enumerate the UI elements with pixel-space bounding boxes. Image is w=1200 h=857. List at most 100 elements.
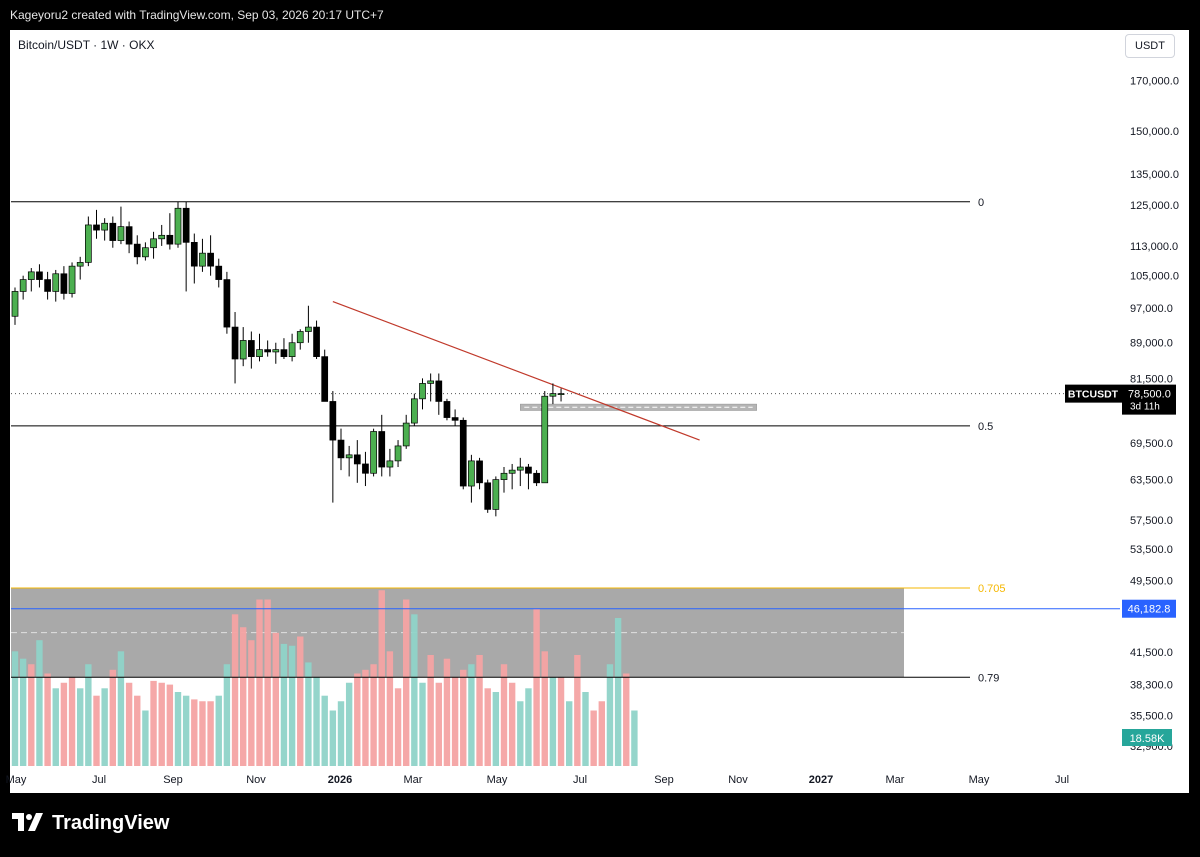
volume-bar <box>484 688 491 766</box>
candle-body <box>76 262 84 267</box>
volume-bar <box>606 664 614 766</box>
x-tick-label: Jul <box>1055 774 1069 786</box>
candle-body <box>516 466 524 471</box>
volume-bar <box>280 643 288 766</box>
candle-body <box>468 460 475 487</box>
candle-body <box>248 340 255 357</box>
volume-bar <box>378 590 385 766</box>
fib-level-label: 0.79 <box>978 672 999 684</box>
y-tick-label: 49,500.0 <box>1130 576 1173 588</box>
volume-bar <box>362 669 369 766</box>
candle-body <box>337 439 345 459</box>
volume-bar <box>541 651 548 766</box>
volume-bar <box>574 655 581 766</box>
candle-body <box>117 226 125 241</box>
candle-body <box>125 226 133 245</box>
volume-bar <box>427 655 434 766</box>
candle-body <box>68 265 76 294</box>
blue-level-value: 46,182.8 <box>1128 604 1171 616</box>
candle-body <box>272 349 280 353</box>
candle-body <box>362 463 369 474</box>
symbol-title[interactable]: Bitcoin/USDT · 1W · OKX <box>18 38 155 52</box>
volume-bar <box>109 669 116 766</box>
currency-button[interactable]: USDT <box>1125 34 1175 58</box>
volume-bar <box>134 695 141 766</box>
candle-body <box>394 445 402 462</box>
x-tick-label: Nov <box>728 774 748 786</box>
volume-bar <box>403 599 410 766</box>
volume-bar <box>85 664 92 766</box>
x-tick-label: Nov <box>246 774 266 786</box>
volume-bar <box>150 680 157 766</box>
volume-bar <box>166 684 174 766</box>
y-tick-label: 41,500.0 <box>1130 647 1173 659</box>
y-tick-label: 150,000.0 <box>1130 126 1179 138</box>
x-tick-label: Jul <box>92 774 106 786</box>
volume-bar <box>329 710 337 766</box>
volume-bar <box>517 701 524 766</box>
volume-bar <box>566 701 573 766</box>
candle-body <box>541 395 549 484</box>
x-tick-label: Jul <box>573 774 587 786</box>
candle-body <box>353 454 361 465</box>
candle-body <box>402 422 410 447</box>
volume-bar <box>476 655 483 766</box>
x-tick-label: 2026 <box>328 774 352 786</box>
candle-body <box>133 243 141 258</box>
candle-body <box>329 401 337 441</box>
candle-body <box>345 454 353 459</box>
fib-level-label: 0.5 <box>978 421 993 433</box>
candle-body <box>182 207 190 243</box>
volume-bar <box>77 688 84 766</box>
volume-bar <box>525 688 532 766</box>
y-tick-label: 63,500.0 <box>1130 475 1173 487</box>
volume-bar <box>337 701 345 766</box>
volume-tag <box>1122 729 1172 746</box>
candle-body <box>451 417 459 421</box>
candle-body <box>109 222 117 241</box>
x-tick-label: Sep <box>654 774 674 786</box>
candle-body <box>44 279 51 292</box>
candle-body <box>231 326 239 360</box>
candle-body <box>239 340 247 360</box>
volume-bar <box>36 640 43 766</box>
volume-bar <box>231 614 239 766</box>
volume-bar <box>451 677 459 766</box>
volume-bar <box>44 673 51 766</box>
candle-body <box>484 482 492 510</box>
volume-bar <box>101 688 108 766</box>
volume-bar <box>443 658 451 766</box>
y-tick-label: 113,000.0 <box>1130 241 1178 253</box>
volume-bar <box>191 699 198 766</box>
volume-bar <box>386 651 394 766</box>
brand-name: TradingView <box>52 812 170 834</box>
volume-bar <box>305 662 312 766</box>
candle-body <box>166 234 174 245</box>
candle-body <box>36 271 43 280</box>
volume-bar <box>158 682 165 766</box>
candle-body <box>459 419 467 487</box>
volume-bar <box>199 701 206 766</box>
x-tick-label: May <box>969 774 990 786</box>
volume-bar <box>288 645 296 766</box>
volume-bar <box>590 710 597 766</box>
volume-bar <box>468 664 475 766</box>
candle-body <box>492 479 500 510</box>
candle-body <box>256 349 263 357</box>
fib-level-label: 0 <box>978 197 984 209</box>
y-tick-label: 57,500.0 <box>1130 515 1173 527</box>
brand-logo[interactable]: TradingView <box>12 812 169 835</box>
y-tick-label: 97,000.0 <box>1130 303 1173 315</box>
volume-bar <box>19 658 27 766</box>
x-tick-label: Mar <box>886 774 905 786</box>
candle-body <box>60 273 68 294</box>
candle-body <box>508 469 516 474</box>
volume-bar <box>419 682 426 766</box>
candle-body <box>476 460 483 484</box>
y-tick-label: 105,000.0 <box>1130 271 1179 283</box>
volume-bar <box>345 682 353 766</box>
top-bar: Kageyoru2 created with TradingView.com, … <box>0 0 1200 30</box>
y-tick-label: 170,000.0 <box>1130 75 1179 87</box>
volume-bar <box>256 599 263 766</box>
